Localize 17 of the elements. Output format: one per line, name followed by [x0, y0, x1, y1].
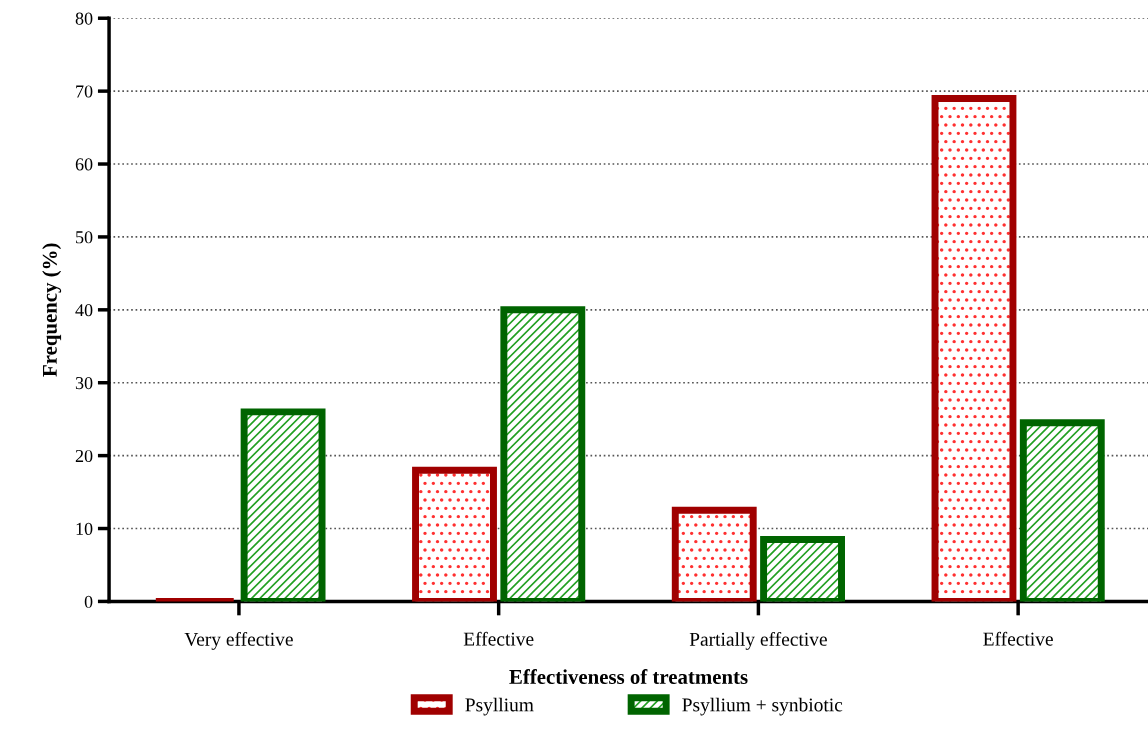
x-axis-title: Effectiveness of treatments — [509, 669, 748, 684]
x-tick-label: Effective — [463, 631, 534, 646]
legend-label: Psyllium + synbiotic — [682, 697, 843, 716]
y-tick-label: 50 — [76, 231, 93, 244]
y-tick-label: 40 — [75, 304, 93, 317]
y-tick-label: 60 — [75, 158, 93, 171]
legend-label: Psyllium — [465, 697, 534, 716]
x-tick-label: Very effective — [184, 631, 293, 650]
x-tick-label: Partially effective — [689, 631, 827, 650]
y-tick-label: 10 — [76, 522, 93, 535]
y-tick-label: 0 — [84, 595, 93, 608]
y-axis-title: Frequency (%) — [42, 243, 62, 377]
y-tick-label: 70 — [76, 85, 93, 98]
x-tick-label: Effective — [983, 631, 1053, 646]
y-tick-label: 80 — [75, 12, 93, 25]
y-tick-label: 30 — [75, 376, 93, 390]
y-tick-label: 20 — [75, 449, 93, 463]
